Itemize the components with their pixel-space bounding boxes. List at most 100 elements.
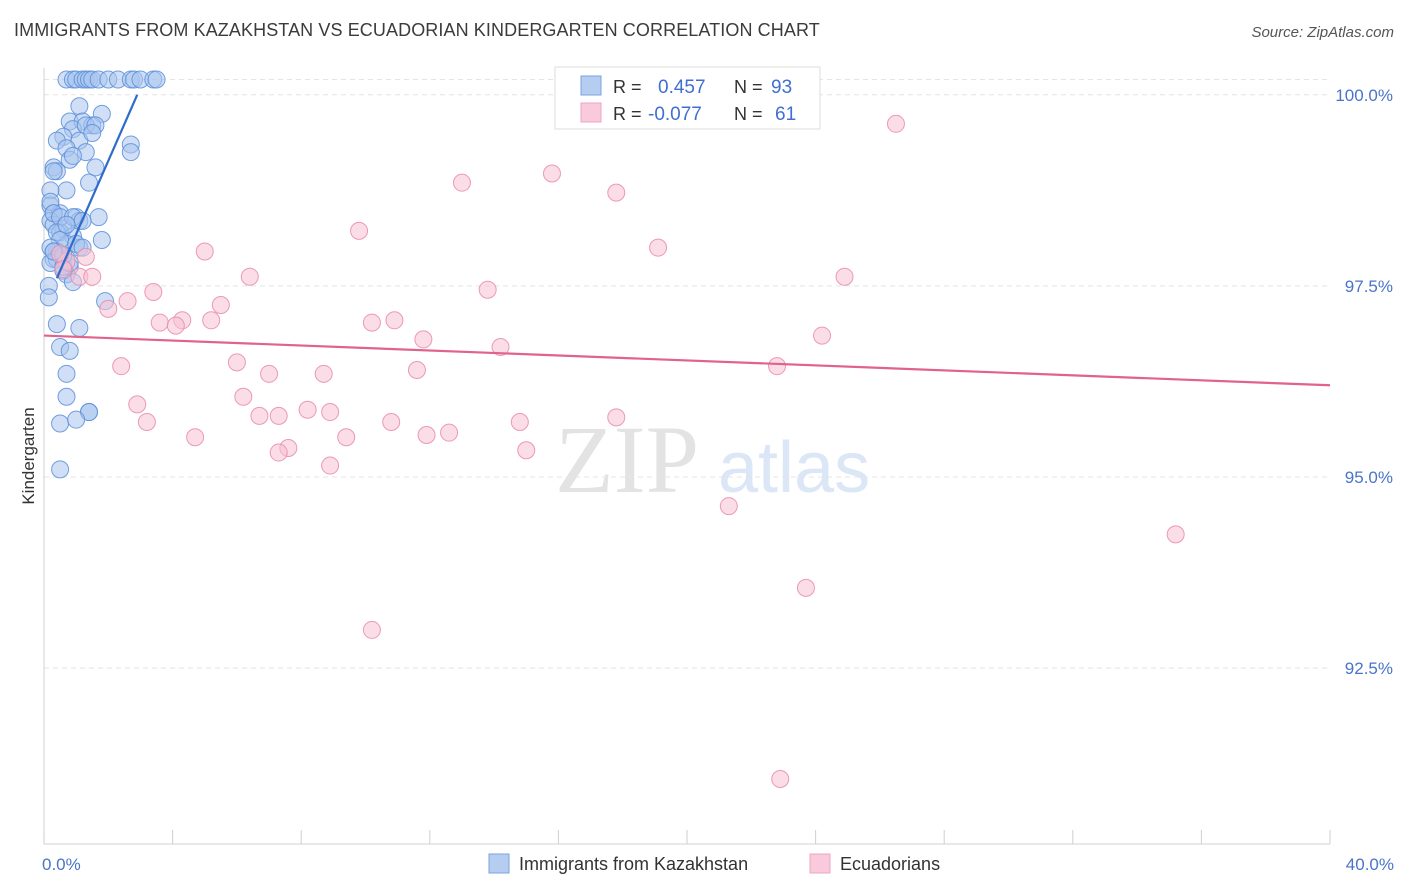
point-ecuadorians-7: [350, 221, 369, 240]
legend-r-label-0: R =: [613, 77, 642, 97]
point-ecuadorians-57: [771, 770, 790, 789]
point-kazakhstan-91: [63, 146, 82, 165]
point-ecuadorians-33: [407, 360, 426, 379]
point-ecuadorians-23: [202, 311, 221, 330]
y-tick-label-3: 92.5%: [1345, 659, 1393, 678]
legend-n-label-1: N =: [734, 104, 763, 124]
y-tick-label-0: 100.0%: [1335, 86, 1393, 105]
legend-r-value-1: -0.077: [648, 104, 702, 125]
grid-lines: [44, 78, 1330, 669]
point-ecuadorians-46: [337, 428, 356, 447]
point-ecuadorians-31: [260, 364, 279, 383]
chart-source: Source: ZipAtlas.com: [1251, 24, 1394, 41]
y-tick-labels: 100.0% 97.5% 95.0% 92.5%: [1335, 86, 1393, 678]
watermark-atlas: atlas: [718, 428, 870, 508]
legend-n-value-0: 93: [771, 77, 792, 98]
point-ecuadorians-42: [510, 412, 529, 431]
trend-line-kazakhstan: [55, 94, 139, 279]
point-ecuadorians-55: [796, 578, 815, 597]
point-kazakhstan-32: [80, 173, 99, 192]
point-ecuadorians-27: [414, 330, 433, 349]
legend-r-label-1: R =: [613, 104, 642, 124]
point-ecuadorians-26: [813, 326, 832, 345]
point-kazakhstan-58: [39, 288, 58, 307]
point-ecuadorians-44: [137, 412, 156, 431]
point-ecuadorians-45: [186, 428, 205, 447]
point-kazakhstan-27: [121, 143, 140, 162]
legend-r-value-0: 0.457: [658, 77, 706, 98]
point-ecuadorians-50: [269, 443, 288, 462]
point-ecuadorians-32: [314, 364, 333, 383]
point-kazakhstan-33: [57, 181, 76, 200]
point-ecuadorians-3: [886, 114, 905, 133]
point-ecuadorians-54: [1166, 525, 1185, 544]
point-ecuadorians-11: [835, 267, 854, 286]
point-ecuadorians-38: [321, 403, 340, 422]
point-ecuadorians-21: [150, 313, 169, 332]
point-ecuadorians-25: [385, 311, 404, 330]
point-ecuadorians-30: [112, 357, 131, 376]
legend-swatch-ecuadorians: [580, 102, 602, 123]
point-ecuadorians-56: [362, 620, 381, 639]
point-ecuadorians-16: [83, 267, 102, 286]
legend-n-label-0: N =: [734, 77, 763, 97]
point-ecuadorians-53: [719, 497, 738, 516]
point-ecuadorians-13: [144, 283, 163, 302]
bottom-legend-swatch-ecuadorians: [809, 853, 831, 874]
point-ecuadorians-40: [269, 406, 288, 425]
x-tick-labels: 0.0% 40.0%: [42, 855, 1394, 874]
trend-lines: [43, 94, 1331, 387]
point-kazakhstan-87: [57, 215, 76, 234]
legend-n-value-1: 61: [775, 104, 796, 125]
series-legend: Immigrants from Kazakhstan Ecuadorians: [488, 853, 940, 874]
point-kazakhstan-14: [147, 70, 166, 89]
watermark: ZIP atlas: [555, 406, 870, 513]
bottom-legend-swatch-kazakhstan: [488, 853, 510, 874]
point-ecuadorians-10: [240, 267, 259, 286]
point-kazakhstan-46: [92, 231, 111, 250]
point-kazakhstan-64: [60, 341, 79, 360]
point-ecuadorians-48: [440, 423, 459, 442]
point-kazakhstan-15: [70, 97, 89, 116]
point-ecuadorians-24: [362, 313, 381, 332]
y-axis-title: Kindergarten: [19, 407, 38, 504]
point-kazakhstan-60: [47, 315, 66, 334]
point-kazakhstan-68: [51, 414, 70, 433]
y-tick-label-2: 95.0%: [1345, 468, 1393, 487]
y-tick-label-1: 97.5%: [1345, 277, 1393, 296]
point-ecuadorians-28: [491, 338, 510, 357]
point-ecuadorians-36: [128, 395, 147, 414]
point-kazakhstan-90: [83, 123, 102, 142]
point-ecuadorians-17: [99, 299, 118, 318]
point-kazakhstan-61: [70, 318, 89, 337]
point-kazakhstan-65: [57, 387, 76, 406]
trend-line-ecuadorians: [43, 334, 1331, 387]
point-kazakhstan-71: [44, 162, 63, 181]
series-kazakhstan: [39, 70, 166, 479]
watermark-zip: ZIP: [555, 406, 699, 513]
point-ecuadorians-47: [417, 425, 436, 444]
point-kazakhstan-69: [67, 410, 86, 429]
stats-legend: R = 0.457 N = 93 R = -0.077 N = 61: [554, 66, 821, 130]
point-ecuadorians-35: [234, 387, 253, 406]
point-kazakhstan-29: [86, 158, 105, 177]
point-kazakhstan-38: [89, 208, 108, 227]
point-ecuadorians-12: [478, 280, 497, 299]
point-ecuadorians-43: [607, 408, 626, 427]
series-ecuadorians: [51, 70, 1185, 789]
x-tick-label-1: 40.0%: [1346, 855, 1394, 874]
point-ecuadorians-34: [768, 357, 787, 376]
point-ecuadorians-52: [321, 456, 340, 475]
point-ecuadorians-18: [211, 296, 230, 315]
point-ecuadorians-6: [607, 183, 626, 202]
point-ecuadorians-9: [195, 242, 214, 261]
point-kazakhstan-70: [51, 460, 70, 479]
point-ecuadorians-37: [298, 400, 317, 419]
point-ecuadorians-5: [452, 173, 471, 192]
point-ecuadorians-4: [542, 164, 561, 183]
point-ecuadorians-29: [227, 353, 246, 372]
chart-title: IMMIGRANTS FROM KAZAKHSTAN VS ECUADORIAN…: [14, 20, 820, 40]
point-ecuadorians-41: [382, 412, 401, 431]
point-kazakhstan-63: [57, 364, 76, 383]
point-ecuadorians-22: [166, 316, 185, 335]
